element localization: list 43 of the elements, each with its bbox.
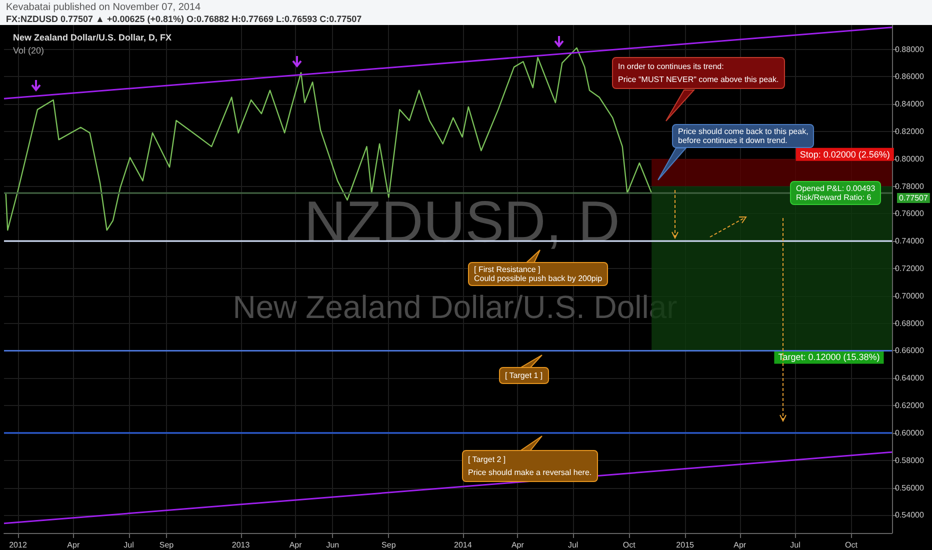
y-tick-label: 0.72000 bbox=[895, 264, 924, 274]
x-tick-label: Jul bbox=[568, 540, 578, 550]
y-tick-label: 0.54000 bbox=[895, 510, 924, 520]
x-tick-label: Sep bbox=[159, 540, 174, 550]
x-tick-label: Apr bbox=[734, 540, 746, 550]
band-label: Target: 0.12000 (15.38%) bbox=[778, 352, 880, 362]
x-tick-label: Jul bbox=[124, 540, 134, 550]
y-tick-label: 0.56000 bbox=[895, 483, 924, 492]
speech-bubble: Opened P&L: 0.00493 Risk/Reward Ratio: 6 bbox=[790, 181, 882, 205]
annotation: NZDUSD, D bbox=[304, 190, 620, 254]
y-tick-label: 0.70000 bbox=[895, 291, 924, 300]
x-tick-label: Sep bbox=[382, 540, 396, 550]
x-tick-label: 2014 bbox=[454, 540, 472, 550]
text: FX:NZDUSD 0.77507 ▲ +0.00625 (+0.81%) O:0.76882 H:0.77669 L:0.76593 C:0.77507 bbox=[6, 13, 362, 25]
y-tick-label: 0.80000 bbox=[895, 154, 924, 164]
text: Vol (20) bbox=[13, 46, 44, 56]
y-tick-label: 0.88000 bbox=[895, 44, 924, 54]
text: Kevabatai published on November 07, 2014 bbox=[6, 1, 201, 14]
ref-line-label: 0.77507 bbox=[899, 194, 928, 203]
y-tick-label: 0.66000 bbox=[895, 346, 924, 356]
y-tick-label: 0.62000 bbox=[895, 401, 924, 410]
x-tick-label: Apr bbox=[67, 540, 80, 550]
y-tick-label: 0.64000 bbox=[895, 374, 924, 383]
x-tick-label: 2013 bbox=[232, 540, 250, 550]
text: New Zealand Dollar/U.S. Dollar, D, FX bbox=[13, 32, 172, 42]
y-tick-label: 0.82000 bbox=[895, 126, 924, 136]
x-tick-label: 2015 bbox=[676, 540, 695, 550]
y-tick-label: 0.68000 bbox=[895, 318, 924, 328]
y-tick-label: 0.78000 bbox=[895, 182, 924, 191]
y-tick-label: 0.60000 bbox=[895, 428, 924, 438]
y-tick-label: 0.86000 bbox=[895, 72, 924, 82]
y-tick-label: 0.76000 bbox=[895, 209, 924, 218]
x-tick-label: Jun bbox=[326, 540, 340, 550]
y-tick-label: 0.58000 bbox=[895, 456, 924, 465]
y-tick-label: 0.84000 bbox=[895, 100, 924, 109]
band-label: Stop: 0.02000 (2.56%) bbox=[800, 149, 890, 160]
x-tick-label: Apr bbox=[289, 540, 302, 550]
y-tick-label: 0.74000 bbox=[895, 236, 924, 246]
x-tick-label: Jul bbox=[790, 540, 801, 550]
x-tick-label: Oct bbox=[622, 540, 636, 550]
x-tick-label: 2012 bbox=[9, 540, 28, 550]
x-tick-label: Oct bbox=[844, 540, 858, 550]
x-tick-label: Apr bbox=[511, 540, 524, 550]
